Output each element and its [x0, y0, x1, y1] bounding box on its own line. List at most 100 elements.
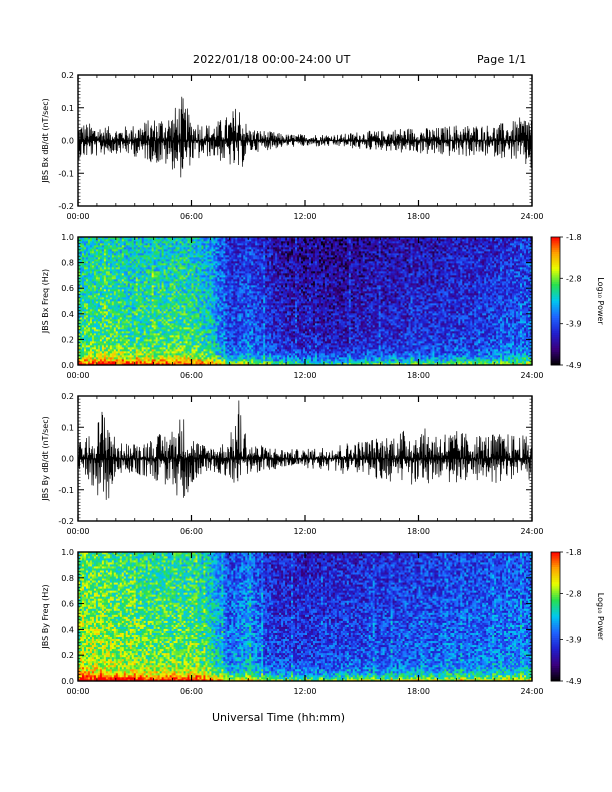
heatmap-cell — [193, 321, 196, 324]
heatmap-cell — [203, 253, 206, 256]
heatmap-cell — [119, 271, 123, 274]
heatmap-cell — [147, 319, 151, 322]
heatmap-cell — [115, 359, 119, 362]
heatmap-cell — [183, 305, 186, 308]
heatmap-cell — [213, 343, 216, 346]
heatmap-cell — [161, 289, 164, 292]
heatmap-cell — [89, 343, 93, 346]
heatmap-cell — [219, 259, 222, 262]
heatmap-cell — [217, 341, 220, 344]
heatmap-cell — [183, 303, 186, 306]
heatmap-cell — [101, 311, 105, 314]
heatmap-cell — [215, 301, 218, 304]
heatmap-cell — [199, 289, 202, 292]
heatmap-cell — [81, 345, 85, 348]
heatmap-cell — [103, 249, 107, 252]
heatmap-cell — [203, 363, 206, 366]
heatmap-cell — [89, 329, 93, 332]
heatmap-cell — [105, 259, 109, 262]
heatmap-cell — [155, 249, 158, 252]
heatmap-cell — [95, 297, 99, 300]
heatmap-cell — [123, 243, 127, 246]
heatmap-cell — [189, 271, 192, 274]
heatmap-cell — [173, 329, 176, 332]
heatmap-cell — [173, 335, 176, 338]
heatmap-cell — [113, 325, 117, 328]
heatmap-cell — [207, 307, 210, 310]
heatmap-cell — [99, 331, 103, 334]
heatmap-cell — [133, 263, 137, 266]
heatmap-cell — [101, 315, 105, 318]
heatmap-cell — [79, 349, 83, 352]
heatmap-cell — [217, 253, 220, 256]
heatmap-cell — [159, 275, 162, 278]
heatmap-cell — [95, 239, 99, 242]
heatmap-cell — [93, 253, 97, 256]
heatmap-cell — [161, 313, 164, 316]
heatmap-cell — [89, 281, 93, 284]
heatmap-cell — [85, 237, 89, 240]
heatmap-cell — [83, 259, 87, 262]
heatmap-cell — [165, 307, 168, 310]
heatmap-cell — [125, 325, 129, 328]
heatmap-cell — [155, 287, 158, 290]
heatmap-cell — [141, 349, 145, 352]
heatmap-cell — [119, 293, 123, 296]
heatmap-cell — [131, 329, 135, 332]
heatmap-cell — [95, 263, 99, 266]
heatmap-cell — [177, 245, 180, 248]
heatmap-cell — [79, 311, 83, 314]
heatmap-cell — [181, 273, 184, 276]
heatmap-cell — [221, 249, 224, 252]
heatmap-cell — [113, 289, 117, 292]
heatmap-cell — [91, 323, 95, 326]
heatmap-cell — [195, 317, 198, 320]
heatmap-cell — [87, 277, 91, 280]
heatmap-cell — [89, 299, 93, 302]
heatmap-cell — [179, 253, 182, 256]
heatmap-cell — [131, 359, 135, 362]
heatmap-cell — [201, 315, 204, 318]
heatmap-cell — [197, 347, 200, 350]
heatmap-cell — [169, 353, 172, 356]
heatmap-cell — [181, 295, 184, 298]
heatmap-cell — [97, 329, 101, 332]
heatmap-cell — [109, 307, 113, 310]
heatmap-cell — [113, 301, 117, 304]
heatmap-cell — [191, 279, 194, 282]
heatmap-cell — [189, 311, 192, 314]
heatmap-cell — [85, 249, 89, 252]
heatmap-cell — [137, 351, 141, 354]
heatmap-cell — [173, 353, 176, 356]
heatmap-cell — [175, 315, 178, 318]
heatmap-cell — [181, 297, 184, 300]
heatmap-cell — [91, 275, 95, 278]
heatmap-cell — [187, 263, 190, 266]
heatmap-cell — [143, 345, 147, 348]
heatmap-cell — [215, 363, 218, 366]
heatmap-cell — [101, 319, 105, 322]
heatmap-cell — [217, 355, 220, 358]
heatmap-cell — [171, 259, 174, 262]
heatmap-cell — [85, 287, 89, 290]
heatmap-cell — [191, 325, 194, 328]
heatmap-cell — [171, 315, 174, 318]
heatmap-cell — [189, 307, 192, 310]
heatmap-cell — [217, 283, 220, 286]
heatmap-cell — [191, 255, 194, 258]
heatmap-cell — [133, 341, 137, 344]
heatmap-cell — [155, 259, 158, 262]
heatmap-cell — [141, 323, 145, 326]
heatmap-cell — [87, 355, 91, 358]
heatmap-cell — [139, 341, 143, 344]
heatmap-cell — [207, 291, 210, 294]
heatmap-cell — [161, 345, 164, 348]
heatmap-cell — [183, 265, 186, 268]
heatmap-cell — [131, 269, 135, 272]
heatmap-cell — [113, 345, 117, 348]
heatmap-cell — [95, 321, 99, 324]
heatmap-cell — [219, 267, 222, 270]
heatmap-cell — [99, 361, 103, 364]
heatmap-cell — [117, 301, 121, 304]
heatmap-cell — [79, 323, 83, 326]
